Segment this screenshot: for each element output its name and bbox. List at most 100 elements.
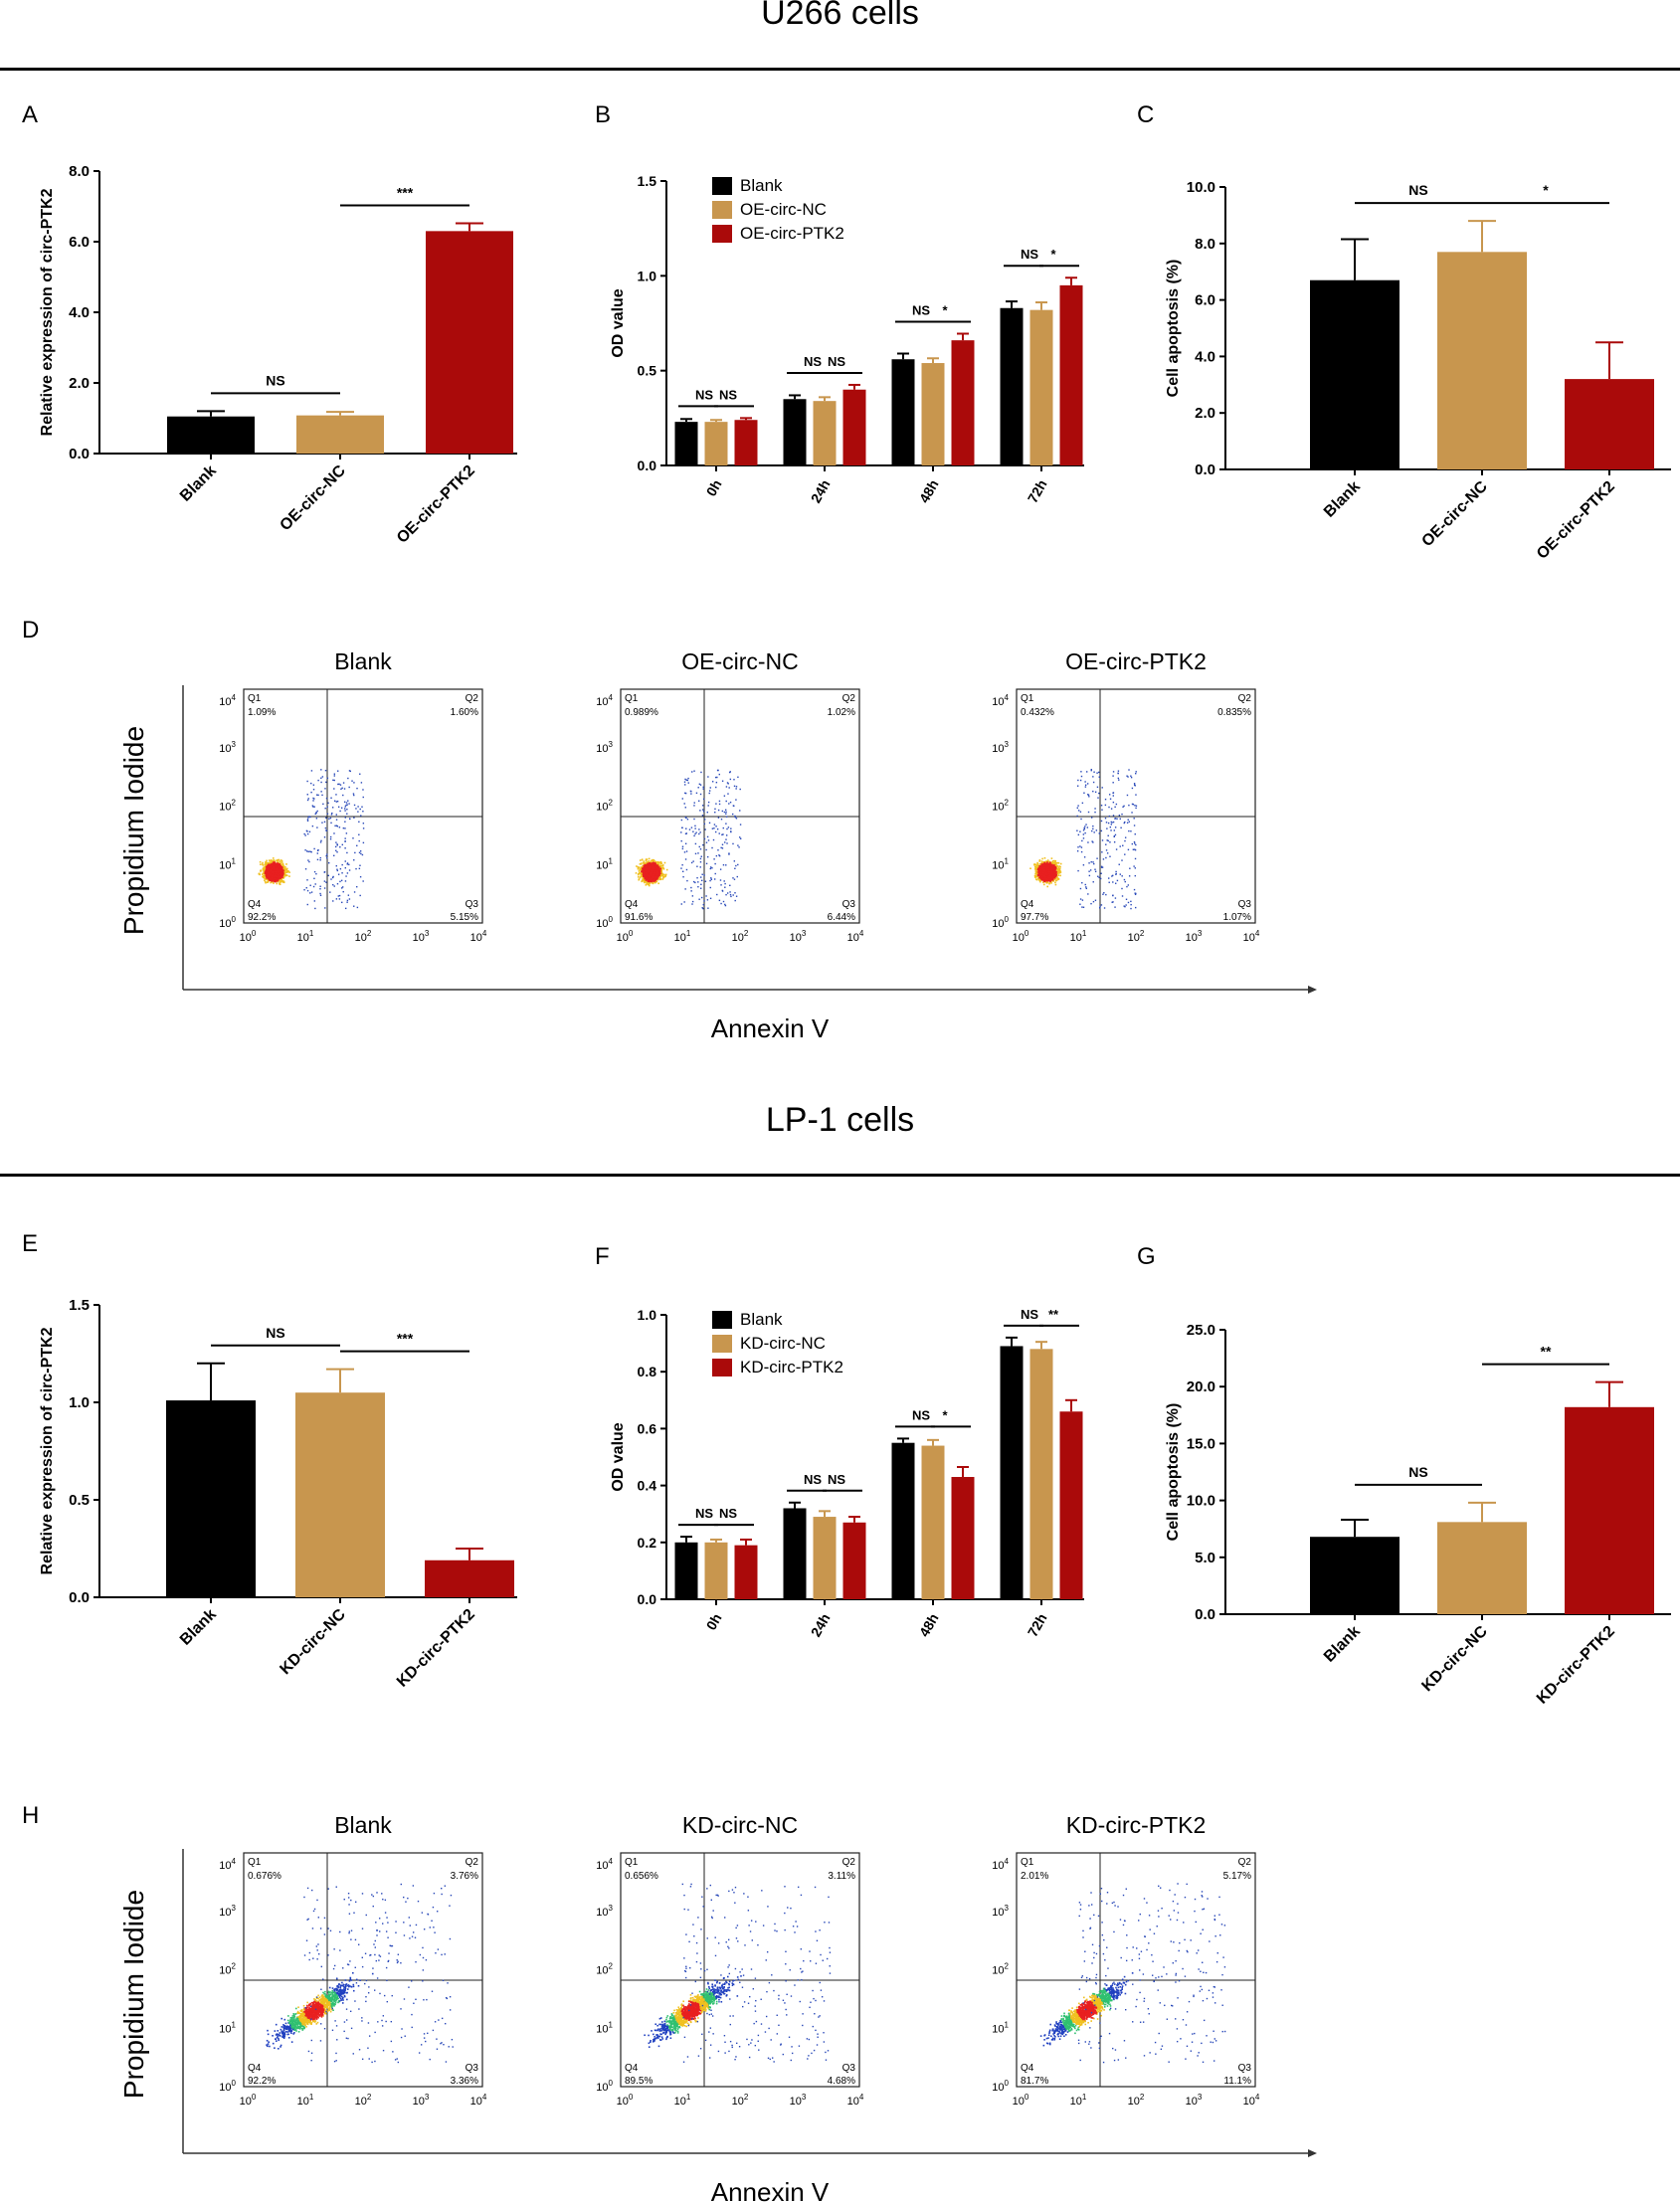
event-dot — [305, 829, 308, 832]
event-dot — [714, 808, 716, 811]
event-dot — [344, 806, 347, 808]
event-dot — [661, 875, 664, 877]
event-dot — [681, 870, 684, 872]
event-dot — [264, 877, 266, 879]
event-dot — [729, 778, 732, 781]
event-dot — [643, 872, 646, 874]
event-dot — [658, 861, 661, 863]
event-dot — [259, 860, 262, 863]
event-dot — [1040, 860, 1043, 862]
event-dot — [280, 864, 282, 867]
quadrant-name: Q4 — [625, 899, 639, 910]
event-dot — [267, 877, 270, 880]
event-dot — [1042, 878, 1045, 881]
y-log-tick-label: 104 — [596, 693, 613, 708]
event-dot — [272, 876, 275, 879]
event-dot — [283, 868, 286, 871]
event-dot — [319, 892, 321, 895]
x-axis-arrow-icon — [1308, 986, 1317, 994]
event-dot — [337, 895, 340, 897]
event-dot — [697, 881, 699, 883]
event-dot — [279, 879, 280, 882]
event-dot — [661, 873, 664, 875]
event-dot — [658, 870, 660, 872]
event-dot — [346, 872, 349, 874]
event-dot — [280, 875, 281, 877]
event-dot — [1047, 873, 1049, 876]
event-dot — [342, 826, 345, 829]
event-dot — [306, 832, 309, 835]
event-dot — [642, 877, 645, 879]
bar-blank-72h — [1000, 307, 1024, 465]
y-tick-label: 8.0 — [1195, 236, 1215, 253]
event-dot — [684, 784, 686, 786]
event-dot — [650, 865, 652, 868]
event-dot — [728, 852, 730, 854]
event-dot — [659, 867, 661, 870]
event-dot — [324, 808, 326, 810]
event-dot — [260, 863, 262, 865]
event-dot — [1043, 856, 1046, 859]
event-dot — [651, 878, 653, 880]
event-dot — [323, 821, 326, 824]
event-dot — [731, 813, 734, 816]
flow-plot-oe-circ-ptk2: OE-circ-PTK2Q10.432%Q20.835%Q31.07%Q497.… — [992, 648, 1260, 944]
event-dot — [646, 877, 648, 880]
bar-oe-circ-nc — [296, 415, 384, 454]
event-dot — [1056, 877, 1059, 879]
event-dot — [703, 900, 705, 902]
event-dot — [653, 866, 655, 869]
x-tick-label: Blank — [177, 462, 220, 505]
event-dot — [650, 874, 653, 876]
event-dot — [308, 860, 310, 863]
event-dot — [681, 847, 684, 850]
event-dot — [348, 803, 350, 805]
event-dot — [648, 863, 651, 866]
event-dot — [347, 800, 349, 802]
event-dot — [652, 879, 653, 881]
event-dot — [706, 811, 708, 814]
event-dot — [641, 874, 643, 877]
event-dot — [734, 899, 736, 902]
event-dot — [1039, 877, 1042, 879]
event-dot — [648, 857, 651, 860]
bar-oe-circ-nc-72h — [1029, 309, 1053, 465]
event-dot — [267, 874, 270, 877]
event-dot — [665, 868, 668, 871]
event-dot — [258, 872, 261, 875]
event-dot — [356, 906, 359, 909]
event-dot — [1058, 868, 1061, 871]
event-dot — [341, 901, 343, 904]
event-dot — [312, 806, 314, 808]
event-dot — [1050, 857, 1053, 859]
event-dot — [274, 865, 277, 867]
event-dot — [704, 828, 706, 830]
event-dot — [1044, 876, 1047, 879]
event-dot — [653, 859, 654, 862]
event-dot — [332, 875, 334, 878]
event-dot — [701, 879, 703, 882]
event-dot — [732, 805, 735, 807]
event-dot — [278, 858, 280, 861]
event-dot — [690, 861, 693, 864]
event-dot — [267, 873, 270, 876]
event-dot — [344, 808, 346, 810]
x-tick-label: 48h — [916, 477, 942, 506]
event-dot — [722, 900, 725, 903]
event-dot — [701, 809, 704, 811]
event-dot — [648, 884, 651, 887]
event-dot — [1059, 869, 1061, 872]
event-dot — [681, 863, 683, 866]
event-dot — [646, 862, 648, 864]
event-dot — [663, 873, 665, 876]
event-dot — [275, 866, 277, 869]
event-dot — [265, 871, 267, 874]
y-tick-label: 10.0 — [1187, 1493, 1215, 1510]
event-dot — [1043, 867, 1046, 870]
event-dot — [694, 852, 697, 855]
section-rule-lp1 — [0, 1174, 1680, 1177]
event-dot — [717, 809, 720, 812]
legend-entry: OE-circ-PTK2 — [740, 224, 844, 243]
event-dot — [657, 864, 660, 867]
event-dot — [312, 789, 315, 791]
